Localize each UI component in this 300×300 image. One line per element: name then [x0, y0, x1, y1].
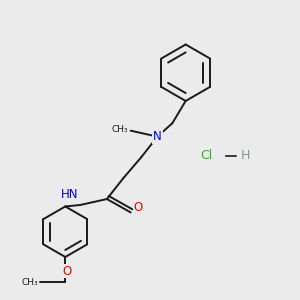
- Text: Cl: Cl: [200, 149, 212, 162]
- Text: CH₃: CH₃: [22, 278, 38, 287]
- Text: O: O: [134, 202, 143, 214]
- Text: CH₃: CH₃: [111, 125, 128, 134]
- Text: O: O: [62, 265, 71, 278]
- Text: N: N: [153, 130, 162, 143]
- Text: H: H: [241, 149, 250, 162]
- Text: HN: HN: [61, 188, 79, 200]
